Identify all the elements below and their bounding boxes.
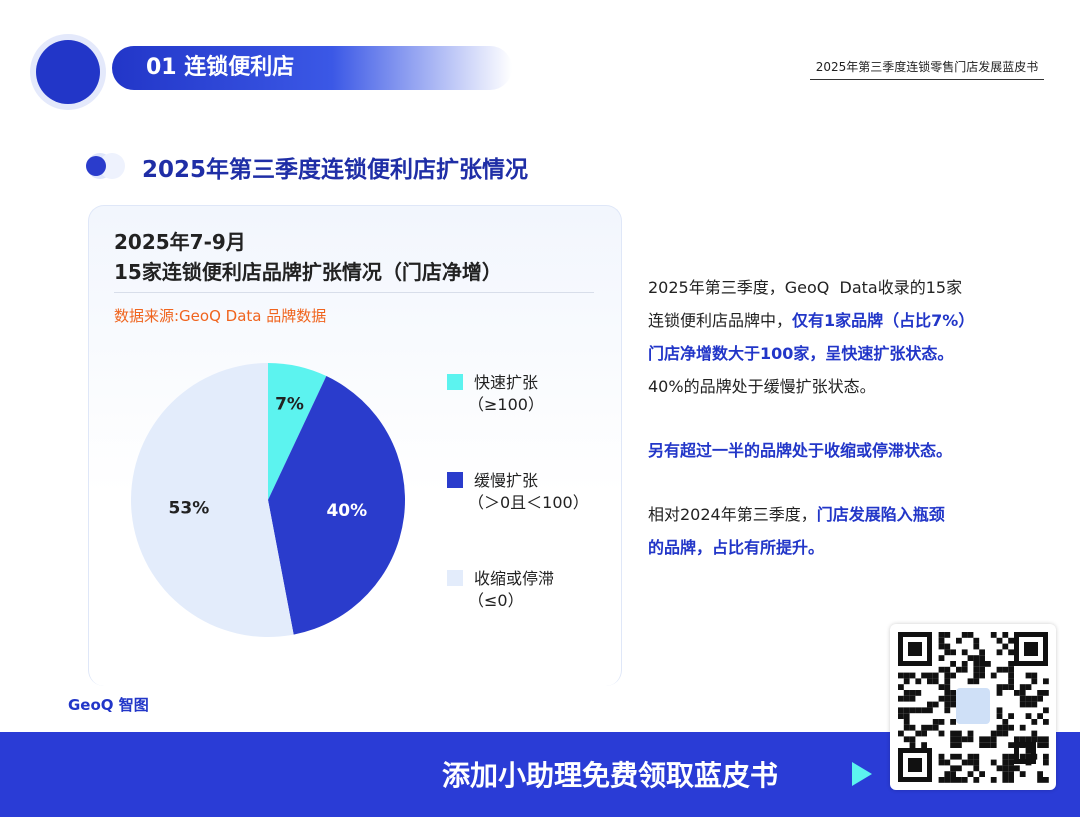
slice-label: 53% <box>169 498 210 518</box>
qr-pattern <box>898 632 1049 783</box>
logo: GeoQ 智图 <box>68 696 149 714</box>
legend-swatch <box>447 472 463 488</box>
text-line: 连锁便利店品牌中，仅有1家品牌（占比7%） <box>648 307 1048 340</box>
text-line: 的品牌，占比有所提升。 <box>648 534 1048 567</box>
divider <box>114 292 594 293</box>
text-line: 2025年第三季度，GeoQ Data收录的15家 <box>648 274 1048 307</box>
heading-icon <box>86 153 125 179</box>
text-segment: 门店净增数大于100家，呈快速扩张状态。 <box>648 344 954 363</box>
text-segment: 40%的品牌处于缓慢扩张状态。 <box>648 377 876 396</box>
banner-text: 添加小助理免费领取蓝皮书 <box>442 759 779 792</box>
legend-note: （＞0且＜100） <box>468 493 589 512</box>
slice-label: 40% <box>326 501 367 521</box>
pie-chart: 7% 40% 53% 快速扩张 （≥100） 缓慢扩张 （＞0且＜100） 收缩或停滞 （≤0） <box>130 363 589 637</box>
text-segment: 的品牌，占比有所提升。 <box>648 538 825 557</box>
text-line: 门店净增数大于100家，呈快速扩张状态。 <box>648 340 1048 373</box>
source: 数据来源:GeoQ Data 品牌数据 <box>114 307 327 325</box>
legend-note: （≤0） <box>468 591 524 610</box>
heading: 2025年第三季度连锁便利店扩张情况 <box>142 157 529 183</box>
card-title: 15家连锁便利店品牌扩张情况（门店净增） <box>114 260 502 284</box>
spacer <box>648 406 1048 437</box>
text-line: 40%的品牌处于缓慢扩张状态。 <box>648 373 1048 406</box>
text-segment: 另有超过一半的品牌处于收缩或停滞状态。 <box>648 441 953 460</box>
qr-code <box>890 624 1056 790</box>
description: 2025年第三季度，GeoQ Data收录的15家 连锁便利店品牌中，仅有1家品牌… <box>648 274 1048 567</box>
play-icon <box>852 762 872 786</box>
legend-note: （≥100） <box>468 395 544 414</box>
section-icon <box>36 40 100 104</box>
section-pill: 01 连锁便利店 <box>112 46 512 90</box>
pie-slice <box>268 376 405 635</box>
card-title: 2025年7-9月 <box>114 230 246 254</box>
legend-swatch <box>447 374 463 390</box>
text-segment: 仅有1家品牌（占比7%） <box>792 311 975 330</box>
legend-label: 缓慢扩张 <box>474 471 538 490</box>
text-line: 另有超过一半的品牌处于收缩或停滞状态。 <box>648 437 1048 470</box>
pie-slice <box>130 363 294 637</box>
legend-swatch <box>447 570 463 586</box>
text-line: 相对2024年第三季度，门店发展陷入瓶颈 <box>648 501 1048 534</box>
text-segment: 2025年第三季度，GeoQ Data收录的15家 <box>648 278 963 297</box>
text-segment: 连锁便利店品牌中， <box>648 311 793 330</box>
legend-label: 快速扩张 <box>474 373 538 392</box>
slice-label: 7% <box>275 395 304 415</box>
text-segment: 门店发展陷入瓶颈 <box>816 505 945 524</box>
text-segment: 相对2024年第三季度， <box>648 505 817 524</box>
report-title: 2025年第三季度连锁零售门店发展蓝皮书 <box>810 58 1044 80</box>
pie-slice <box>268 363 327 500</box>
legend-label: 收缩或停滞 <box>474 569 554 588</box>
spacer <box>648 470 1048 501</box>
